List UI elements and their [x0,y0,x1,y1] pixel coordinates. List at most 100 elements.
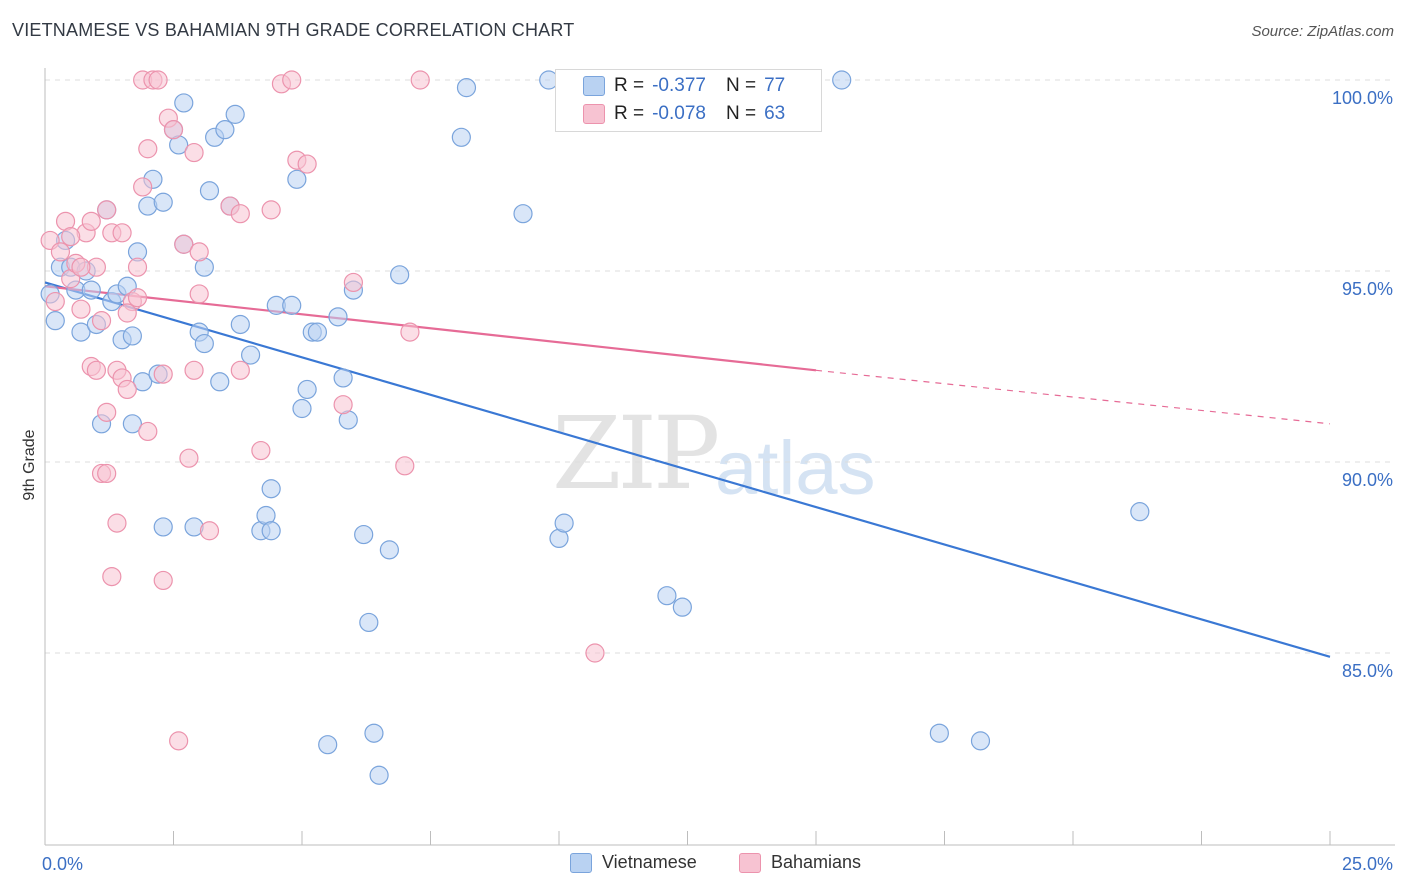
point-vietnamese [81,280,101,300]
point-vietnamese [672,597,692,617]
legend-swatch-vietnamese [583,76,605,96]
point-vietnamese [297,379,317,400]
point-bahamians [112,223,132,243]
chart-title: VIETNAMESE VS BAHAMIAN 9TH GRADE CORRELA… [12,20,575,40]
point-bahamians [261,200,281,220]
legend-row-bahamians: R = -0.078 N = 63 [583,102,786,126]
point-bahamians [127,288,148,308]
point-bahamians [395,456,415,476]
bottom-legend-bahamians[interactable]: Bahamians [739,852,861,873]
point-vietnamese [364,723,384,743]
point-bahamians [400,322,420,342]
legend-r-label: R = [614,75,645,96]
y-tick-label: 100.0% [1332,88,1393,108]
point-bahamians [91,311,112,331]
y-axis-label: 9th Grade [21,429,38,500]
point-vietnamese [970,731,991,751]
trend-lines [44,281,1331,658]
point-vietnamese [832,70,852,90]
point-vietnamese [199,181,220,201]
point-bahamians [184,142,204,163]
point-vietnamese [282,295,302,315]
legend-row-vietnamese: R = -0.377 N = 77 [583,74,786,98]
y-tick-label: 90.0% [1342,470,1393,490]
bottom-legend-swatch-bahamians [739,852,761,873]
point-vietnamese [261,479,281,499]
point-bahamians [127,257,148,277]
point-vietnamese [328,307,348,327]
point-vietnamese [513,204,533,224]
point-vietnamese [225,104,245,124]
tick-labels: 100.0% 95.0% 90.0% 85.0% 0.0% 25.0% [42,88,1393,874]
bottom-legend-vietnamese[interactable]: Vietnamese [570,852,697,873]
legend-n-label: N = [725,75,757,96]
legend-r-value-vietnamese: -0.377 [652,75,706,96]
point-bahamians [282,70,302,90]
watermark-atlas: atlas [715,426,876,511]
point-bahamians [148,70,168,90]
point-bahamians [251,440,271,461]
point-bahamians [199,521,220,541]
point-bahamians [410,70,430,90]
point-bahamians [50,242,71,262]
legend-n-label: N = [725,103,757,124]
point-vietnamese [122,414,142,434]
point-vietnamese [307,322,328,342]
trend-line-bahamians-extension [815,369,1331,425]
legend-r-label: R = [614,103,645,124]
point-bahamians [189,284,209,304]
axes [44,68,1395,846]
point-bahamians [133,177,153,197]
legend-n-value-vietnamese: 77 [764,75,786,96]
point-bahamians [107,513,127,533]
point-vietnamese [451,127,471,147]
point-vietnamese [194,333,214,354]
point-vietnamese [354,524,374,545]
point-bahamians [97,200,117,220]
point-bahamians [117,303,137,323]
point-vietnamese [122,326,142,346]
bottom-legend-swatch-vietnamese [570,852,592,873]
trend-line-bahamians [44,285,817,372]
y-tick-label: 85.0% [1342,661,1393,681]
x-tick-label: 0.0% [42,854,83,874]
point-bahamians [184,360,204,380]
point-bahamians [97,402,117,422]
point-vietnamese [359,612,379,633]
legend-swatch-bahamians [583,104,605,124]
point-vietnamese [45,311,65,331]
point-vietnamese [241,345,261,365]
point-bahamians [81,211,101,231]
point-vietnamese [174,93,194,113]
bottom-legend-label-bahamians: Bahamians [771,852,862,872]
point-vietnamese [230,314,250,335]
point-bahamians [333,395,353,415]
point-vietnamese [133,372,153,392]
x-tick-label: 25.0% [1342,854,1393,874]
source-label: Source: ZipAtlas.com [1251,23,1394,40]
point-vietnamese [456,78,477,98]
point-vietnamese [318,735,338,755]
watermark-zip: ZIP [552,395,720,512]
y-tick-label: 95.0% [1342,279,1393,299]
point-bahamians [138,139,158,159]
point-vietnamese [1130,502,1150,522]
trend-line-vietnamese [44,281,1331,658]
point-bahamians [71,257,91,277]
point-vietnamese [215,120,235,140]
point-vietnamese [292,398,312,419]
point-vietnamese [153,517,173,537]
point-vietnamese [261,521,281,541]
point-bahamians [153,364,173,384]
bottom-legend-label-vietnamese: Vietnamese [602,852,697,872]
point-vietnamese [210,372,230,392]
bottom-legend: Vietnamese Bahamians [0,852,1406,876]
point-bahamians [343,272,363,293]
point-bahamians [138,421,158,442]
legend-n-value-bahamians: 63 [764,103,786,124]
point-bahamians [117,379,137,400]
point-vietnamese [554,513,574,533]
point-vietnamese [657,586,677,606]
point-bahamians [97,463,117,484]
